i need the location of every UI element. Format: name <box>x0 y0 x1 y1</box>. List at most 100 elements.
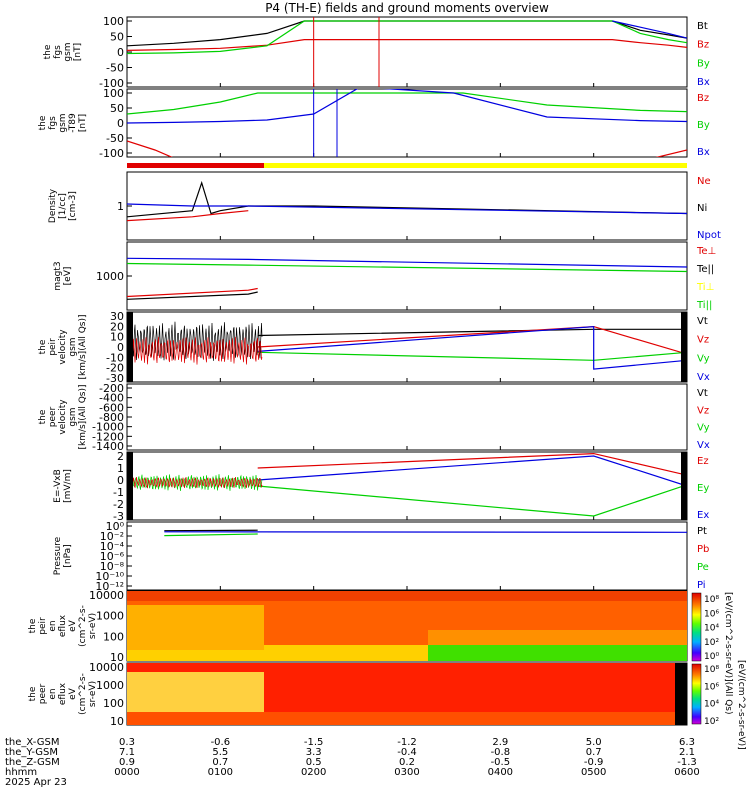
y-axis-label-line: en <box>48 620 58 631</box>
trace-Ne <box>127 210 249 222</box>
x-axis-value: 5.0 <box>586 737 602 748</box>
legend-Bt: Bt <box>697 21 708 32</box>
y-tick-label: 0 <box>117 117 124 130</box>
legend-Vt: Vt <box>697 388 708 399</box>
trace-Ti⊥ <box>127 257 687 268</box>
y-axis-label-line: the <box>43 44 53 59</box>
y-tick-label: 10 <box>110 331 124 344</box>
y-axis-label-line: the <box>38 115 48 130</box>
trace-Ey-burst <box>127 474 263 492</box>
y-axis-label-line: sr-eV) <box>88 681 98 707</box>
y-tick-label: -1200 <box>92 430 124 443</box>
legend-Ti||: Ti|| <box>696 300 712 311</box>
legend-By: By <box>697 58 710 69</box>
peer-spectrogram-early <box>127 672 264 712</box>
y-axis-label-line: gsm <box>68 337 78 356</box>
y-axis-label-line: peer <box>48 406 58 427</box>
y-axis-label-line: (cm^2-s- <box>78 673 88 715</box>
trace-Te|| <box>127 291 258 300</box>
edge-bar <box>127 312 133 382</box>
trace-Vx <box>257 325 687 370</box>
colorbar-top-label: [eV/(cm^2-s-sr-eV)](All Qs) <box>723 592 733 715</box>
colorbar-tick-label: 10⁸ <box>704 665 719 675</box>
y-tick-label: 20 <box>110 320 124 333</box>
y-axis-label-line: peer <box>38 683 48 704</box>
x-axis-value: 0.2 <box>399 757 415 768</box>
plot-title: P4 (TH-E) fields and ground moments over… <box>265 1 549 15</box>
y-tick-label: 10000 <box>89 589 124 602</box>
colorbar-top <box>691 592 702 662</box>
legend-Ti⊥: Ti⊥ <box>696 282 714 293</box>
peir-spectrogram-early <box>127 605 264 650</box>
x-axis-value: 0.3 <box>119 737 135 748</box>
legend-Pi: Pi <box>697 580 706 591</box>
x-axis-value: 0.9 <box>119 757 135 768</box>
y-axis-label-pressure: Pressure [nPa] <box>53 536 73 575</box>
y-axis-label-line: Density <box>48 188 58 223</box>
y-tick-label: 1000 <box>96 270 124 283</box>
y-tick-label: 100 <box>103 87 124 100</box>
colorbar-tick-label: 10² <box>704 638 719 648</box>
y-tick-label: -2 <box>113 498 124 511</box>
y-axis-label-line: [nT] <box>78 114 88 132</box>
y-tick-label: 2 <box>117 450 124 463</box>
y-axis-label-line: the <box>28 686 38 701</box>
y-tick-label: -50 <box>106 62 124 75</box>
x-axis-row-label: the_Y-GSM <box>5 747 58 758</box>
legend-Npot: Npot <box>697 230 721 241</box>
peir-spectrogram-high <box>127 591 687 601</box>
y-axis-label-line: en <box>48 688 58 699</box>
trace-Npot <box>127 203 687 215</box>
y-tick-label: 0 <box>117 474 124 487</box>
trace-Pt <box>164 529 258 532</box>
x-axis-value: 5.5 <box>212 747 228 758</box>
y-axis-label-line: gsm <box>58 113 68 132</box>
legend-Bz: Bz <box>697 40 709 51</box>
y-tick-label: 10⁻² <box>100 530 124 543</box>
y-tick-label: -3 <box>113 510 124 523</box>
y-axis-label-line: eV <box>68 687 78 700</box>
y-tick-label: 10⁻⁴ <box>100 540 125 553</box>
y-axis-label-line: eflux <box>58 682 68 705</box>
y-axis-label-line: velocity <box>58 329 68 365</box>
trace-Ez-burst <box>127 476 263 489</box>
y-tick-label: 100 <box>103 630 124 643</box>
y-tick-label: 10⁻⁸ <box>100 560 125 573</box>
y-axis-label-fgs-gsm: the fgs gsm [nT] <box>43 42 83 61</box>
trace-Te⊥ <box>127 287 258 298</box>
colorbar-tick-label: 10⁰ <box>704 652 719 662</box>
legend-Ez: Ez <box>697 456 709 467</box>
y-tick-label: -50 <box>106 132 124 145</box>
x-axis-value: 0.7 <box>586 747 602 758</box>
trace-Bx <box>612 20 687 39</box>
y-tick-label: 10 <box>110 715 124 728</box>
y-axis-label-line: peir <box>48 338 58 356</box>
legend-Bx: Bx <box>697 147 710 158</box>
y-axis-label-line: -T89 <box>68 113 78 133</box>
legend-Vy: Vy <box>697 423 710 434</box>
x-axis-value: 6.3 <box>679 737 695 748</box>
x-axis-value: 2.1 <box>679 747 695 758</box>
y-tick-label: -20 <box>106 362 124 375</box>
y-tick-label: -100 <box>99 147 124 160</box>
y-tick-label: -200 <box>99 382 124 395</box>
x-axis-value: -1.5 <box>304 737 324 748</box>
x-axis-row-label: hhmm <box>5 767 37 778</box>
y-axis-label-line: [eV] <box>63 267 73 286</box>
y-axis-label-line: fgs <box>53 45 63 59</box>
legend-Vx: Vx <box>697 372 710 383</box>
y-axis-label-peir-eflux: the peir en eflux eV (cm^2-s-sr-eV) <box>28 605 98 647</box>
colorbar-tick-label: 10⁴ <box>704 624 719 634</box>
y-tick-label: 100 <box>103 697 124 710</box>
y-axis-label-line: the <box>38 409 48 424</box>
y-axis-label-line: [1/cc] <box>58 193 68 219</box>
legend-Vz: Vz <box>697 405 709 416</box>
trace-By <box>127 92 687 115</box>
legend-Pb: Pb <box>697 544 709 555</box>
legend-Bz: Bz <box>697 93 709 104</box>
peir-spectrogram-right-low <box>428 645 687 661</box>
panel-frame-temperature <box>126 241 688 311</box>
y-axis-label-line: peir <box>38 617 48 635</box>
x-axis-value: -0.4 <box>397 747 417 758</box>
